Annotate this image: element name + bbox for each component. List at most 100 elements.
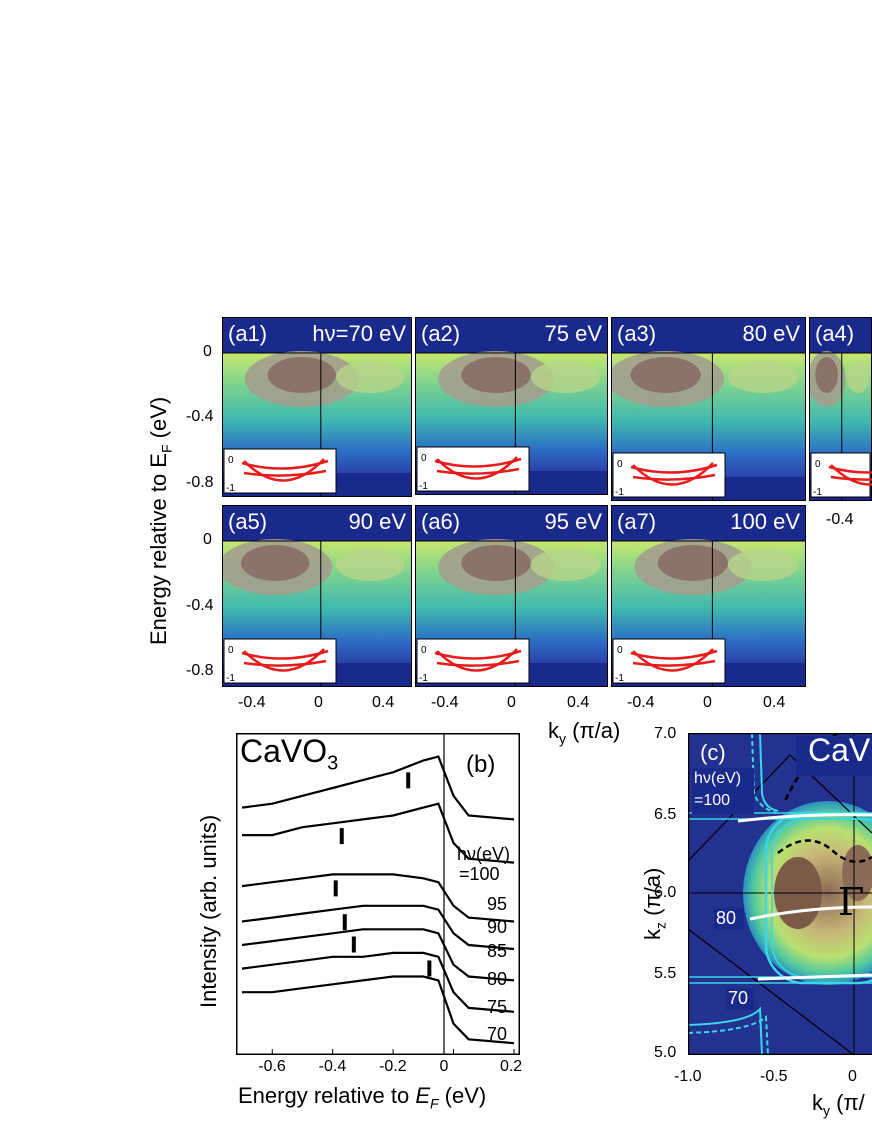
c-ytick-4: 5.0 [654, 1044, 677, 1061]
inset-band-1-a6 [436, 648, 518, 672]
band-core-a3 [630, 357, 701, 393]
inset-frame-a2 [416, 446, 530, 492]
arpes-panel-a7: 0 -1 (a7) 100 eV [611, 505, 806, 687]
inset-band-1-a3 [632, 462, 714, 486]
figure-c-label-70: 70 [728, 988, 749, 1008]
inset-frame-a4 [810, 452, 871, 498]
inset-band-1-a4 [830, 464, 872, 486]
inset-ytick-0-a3: 0 [617, 459, 623, 470]
inset-band-2-a7 [630, 649, 718, 660]
figure-c-title: CaV [808, 732, 871, 768]
arpes-panel-a4: 0 -1 (a4) [809, 317, 872, 501]
ytick-row1-1: -0.4 [186, 408, 214, 425]
c-ytick-0: 7.0 [654, 725, 677, 742]
band-right-a2 [530, 361, 601, 393]
inset-ytick-0-a7: 0 [617, 645, 623, 656]
curve-label-85: 85 [487, 941, 508, 961]
fermi-map [688, 733, 872, 1055]
band-core-a4 [815, 357, 838, 393]
inset-band-3-a2 [436, 467, 520, 475]
fs-contour-bottom [688, 1006, 763, 1055]
edc-curve-90 [241, 873, 515, 923]
figure-c-hv-box [692, 768, 754, 814]
panel-energy-a5: 90 eV [348, 509, 407, 534]
panel-energy-a2: 75 eV [544, 321, 603, 346]
arpes-panel-a3: 0 -1 (a3) 80 eV [611, 317, 806, 501]
hv-cut-70 [757, 973, 872, 981]
curve-label-90: 90 [487, 917, 508, 937]
arpes-panel-a1: 0 -1 (a1) hν=70 eV [222, 317, 412, 497]
inset-band-3-a7 [632, 659, 716, 667]
band-core-a7 [657, 545, 728, 581]
arpes-image-a5: 0 -1 [222, 505, 412, 687]
ytick-row2-1: -0.4 [186, 597, 214, 614]
figure-c-title-box [796, 736, 872, 776]
inset-frame-a7 [612, 638, 726, 684]
edc-xtick-label-4: 0.2 [499, 1058, 523, 1075]
inset-ytick-0-a5: 0 [228, 645, 234, 656]
band-core-a1 [267, 357, 336, 393]
band-right-a4 [846, 361, 870, 393]
xtick-a7-0: -0.4 [627, 694, 655, 711]
inset-band-1-a2 [436, 456, 518, 480]
band-core-a5 [241, 545, 310, 581]
inset-a6: 0 -1 [416, 638, 530, 684]
panel-frame-a1 [222, 317, 412, 497]
curve-label-70: 70 [487, 1024, 508, 1044]
band-core-a2 [461, 357, 531, 393]
edc-xtick-label-1: -0.4 [318, 1058, 347, 1075]
band-right-a6 [530, 549, 601, 581]
fs-contour-left [759, 733, 779, 812]
dashed-contour-top [777, 839, 872, 864]
panel-id-a1: (a1) [228, 321, 268, 346]
inset-band-3-a3 [632, 473, 716, 481]
panel-frame-a5 [222, 505, 412, 687]
inset-band-3-a1 [243, 469, 327, 477]
inset-frame-a1 [223, 448, 337, 494]
xtick-a5-2: 0.4 [372, 694, 395, 711]
edc-peak-marker [333, 880, 338, 897]
curve-label-75: 75 [487, 997, 508, 1017]
arpes-image-a2: 0 -1 [415, 317, 608, 495]
c-xtick-2: 0 [848, 1068, 857, 1085]
curve-label-100: =100 [459, 864, 500, 884]
edc-peak-marker [342, 914, 347, 931]
edc-frame [236, 733, 520, 1055]
inset-ytick-0-a6: 0 [421, 645, 427, 656]
arpes-panel-a5: 0 -1 (a5) 90 eV [222, 505, 412, 687]
arpes-image-a6: 0 -1 [415, 505, 608, 687]
panel-id-a6: (a6) [421, 509, 461, 534]
inset-band-2-a1 [241, 459, 329, 470]
inset-a1: 0 -1 [223, 448, 337, 494]
ytick-row2-0: 0 [203, 531, 212, 548]
panel-id-a4: (a4) [815, 321, 855, 346]
band-right-a5 [336, 549, 405, 581]
xtick-a7-2: 0.4 [763, 694, 786, 711]
edc-peak-marker [351, 936, 356, 953]
panel-energy-a6: 95 eV [544, 509, 603, 534]
edc-plot [236, 733, 520, 1055]
edc-xtick-label-2: -0.2 [379, 1058, 407, 1075]
arpes-image-a3: 0 -1 [611, 317, 806, 501]
inset-a4: 0 -1 [810, 452, 872, 498]
panel-frame-a3 [611, 317, 806, 501]
curve-label-95: 95 [487, 894, 508, 914]
c-ytick-1: 6.5 [654, 806, 677, 823]
c-xtick-0: -1.0 [674, 1068, 702, 1085]
figure-b-ylabel: Intensity (arb. units) [196, 814, 221, 1008]
inset-band-2-a3 [630, 463, 718, 474]
inset-a7: 0 -1 [612, 638, 726, 684]
bz-line-2 [688, 928, 855, 1055]
figure-c-label-70-box [726, 988, 754, 1010]
inset-band-3-a5 [243, 659, 327, 667]
arpes-image-a1: 0 -1 [222, 317, 412, 497]
figure-a-ylabel: Energy relative to EF (eV) [146, 396, 175, 645]
panel-id-a3: (a3) [617, 321, 657, 346]
inset-ytick-1-a1: -1 [226, 483, 235, 494]
inset-a3: 0 -1 [612, 452, 726, 498]
panel-id-a2: (a2) [421, 321, 461, 346]
xtick-a4-0: -0.4 [826, 511, 854, 528]
figure-b-legend-top: hν(eV) [457, 844, 511, 864]
figure-c-hv-label-2: =100 [694, 792, 731, 809]
figure-c-label-80-box [714, 908, 744, 930]
